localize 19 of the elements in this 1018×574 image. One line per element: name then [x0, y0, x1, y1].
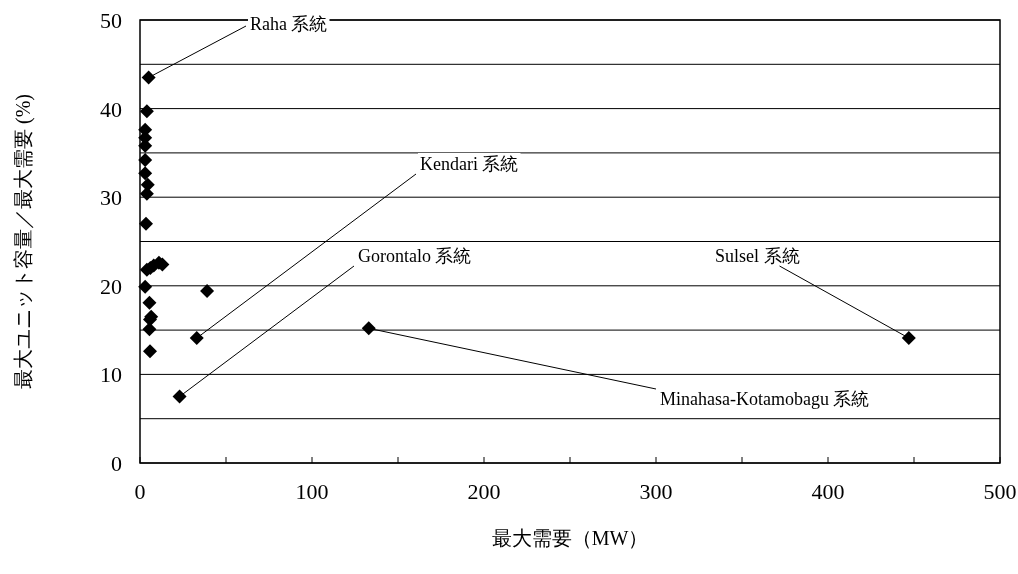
annotation: Minahasa-Kotamobagu 系統: [660, 389, 870, 409]
y-axis-title: 最大ユニット容量／最大需要 (%): [12, 94, 35, 389]
x-tick-label: 400: [811, 479, 845, 504]
y-tick-label: 50: [100, 8, 122, 33]
y-tick-label: 10: [100, 362, 122, 388]
annotation: Gorontalo 系統: [358, 246, 472, 266]
x-axis-title: 最大需要（MW）: [491, 527, 649, 549]
x-tick-label: 500: [983, 479, 1017, 504]
x-tick-label: 0: [134, 479, 146, 504]
x-tick-label: 200: [467, 479, 501, 504]
annotation: Sulsel 系統: [715, 246, 800, 266]
x-tick-label: 100: [295, 479, 329, 504]
x-tick-label: 300: [639, 479, 673, 504]
y-tick-label: 20: [100, 273, 122, 299]
annotation: Kendari 系統: [420, 154, 519, 174]
y-tick-label: 0: [111, 451, 122, 476]
annotation: Raha 系統: [250, 14, 328, 34]
y-tick-label: 40: [100, 96, 122, 122]
y-tick-label: 30: [100, 185, 122, 211]
